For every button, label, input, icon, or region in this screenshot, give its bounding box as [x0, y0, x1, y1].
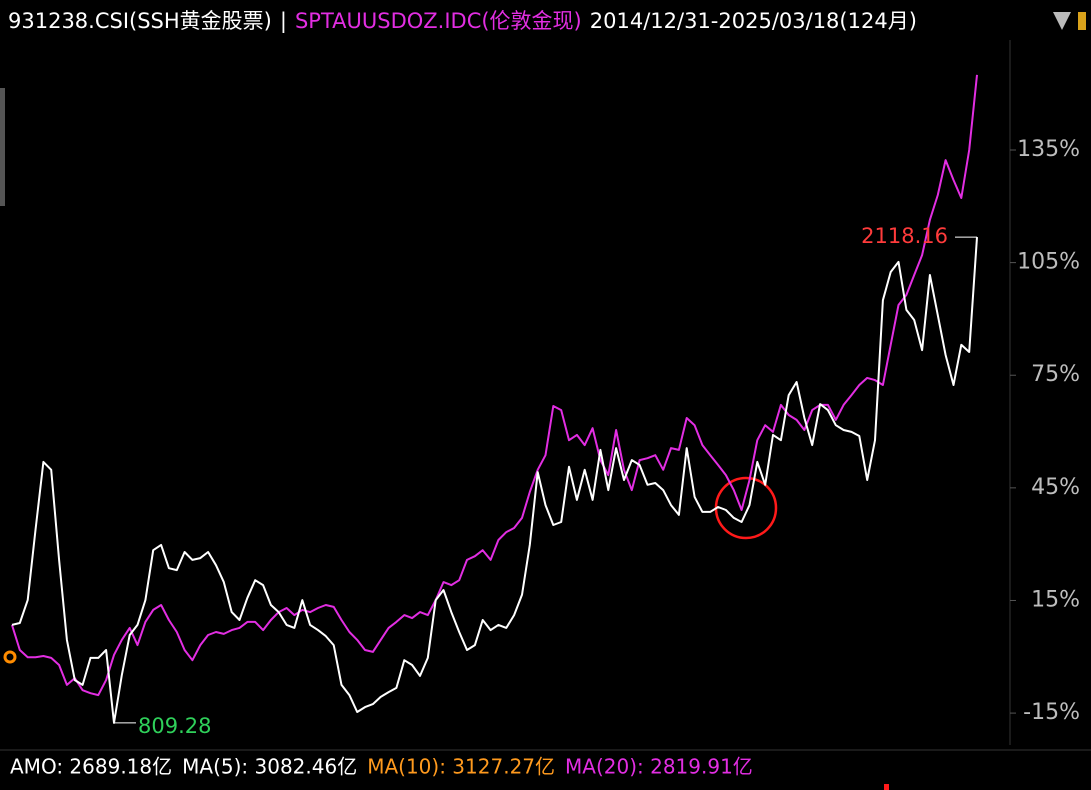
indicator: MA(20): 2819.91亿	[565, 755, 753, 779]
start-marker	[3, 650, 17, 664]
title-part: SPTAUUSDOZ.IDC(伦敦金现)	[295, 9, 582, 33]
scroll-indicator	[0, 88, 5, 206]
bottom-marker	[884, 784, 889, 790]
y-tick-label: 15%	[1031, 587, 1080, 612]
y-tick-label: 135%	[1017, 137, 1080, 162]
indicator: MA(10): 3127.27亿	[367, 755, 555, 779]
title-part: 931238.CSI(SSH黄金股票)	[8, 9, 272, 33]
dropdown-icon[interactable]	[1053, 12, 1071, 30]
side-icon[interactable]	[1078, 12, 1086, 30]
y-tick-label: 45%	[1031, 475, 1080, 500]
annotation: 809.28	[138, 714, 211, 738]
y-tick-label: 105%	[1017, 250, 1080, 275]
indicator: AMO: 2689.18亿	[10, 755, 172, 779]
series-line	[11, 74, 978, 697]
y-tick-label: -15%	[1023, 700, 1080, 725]
indicator: MA(5): 3082.46亿	[182, 755, 357, 779]
title-part: |	[280, 9, 287, 34]
annotation: 2118.16	[861, 224, 948, 248]
title-part: 2014/12/31-2025/03/18(124月)	[590, 9, 917, 33]
series-line	[11, 237, 978, 724]
y-tick-label: 75%	[1031, 362, 1080, 387]
